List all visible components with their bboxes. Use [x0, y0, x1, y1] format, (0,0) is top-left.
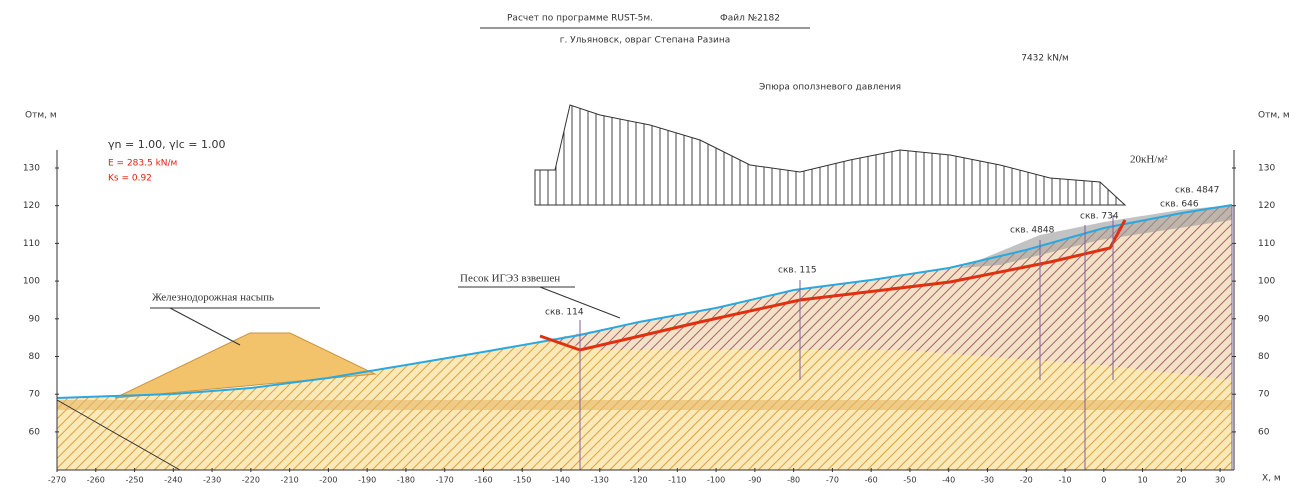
- y-tick-label: 100: [1258, 277, 1275, 287]
- force: 7432 kN/м: [1021, 54, 1069, 64]
- x-tick-label: 20: [1176, 476, 1186, 485]
- x-tick-label: -270: [48, 476, 66, 485]
- borehole-label: скв. 115: [778, 266, 817, 276]
- y-tick-label: 70: [1258, 390, 1270, 400]
- x-label: X, м: [1262, 474, 1281, 484]
- x-tick-label: -110: [668, 476, 686, 485]
- x-tick-label: -180: [397, 476, 415, 485]
- file: Файл №2182: [720, 14, 780, 24]
- x-tick-label: -200: [319, 476, 337, 485]
- diagram-title: Эпюра оползневого давления: [759, 83, 901, 93]
- borehole-label: скв. 4848: [1010, 226, 1055, 236]
- x-tick-label: 10: [1137, 476, 1147, 485]
- x-tick-label: -20: [1020, 476, 1033, 485]
- y-tick-label: 60: [29, 427, 41, 437]
- embankment-label: Железнодорожная насыпь: [152, 292, 274, 304]
- x-tick-label: -140: [552, 476, 570, 485]
- y-label: Отм, м: [25, 111, 57, 121]
- x-tick-label: -30: [981, 476, 994, 485]
- y-tick-label: 110: [1258, 239, 1275, 249]
- x-tick-label: -130: [591, 476, 609, 485]
- x-tick-label: 30: [1215, 476, 1225, 485]
- y-tick-label: 90: [29, 314, 41, 324]
- section-drawing: Расчет по программе RUST-5м. Файл №2182 …: [0, 0, 1296, 495]
- y-tick-label: 120: [23, 201, 40, 211]
- e-value: E = 283.5 kN/м: [108, 159, 177, 169]
- x-tick-label: -190: [358, 476, 376, 485]
- y-tick-label: 120: [1258, 201, 1275, 211]
- x-tick-label: -70: [826, 476, 839, 485]
- ks-value: Ks = 0.92: [108, 174, 152, 184]
- x-tick-label: -50: [903, 476, 916, 485]
- x-tick-label: -160: [474, 476, 492, 485]
- load: 20кН/м²: [1130, 154, 1168, 166]
- subtitle: г. Ульяновск, овраг Степана Разина: [560, 36, 731, 46]
- x-tick-label: -250: [125, 476, 143, 485]
- x-tick-label: -60: [865, 476, 878, 485]
- y-tick-label: 130: [1258, 164, 1275, 174]
- x-tick-label: -210: [281, 476, 299, 485]
- y-tick-label: 110: [23, 239, 40, 249]
- x-tick-label: -240: [164, 476, 182, 485]
- x-tick-label: -100: [707, 476, 725, 485]
- x-tick-label: -260: [87, 476, 105, 485]
- borehole-label: скв. 734: [1080, 212, 1119, 222]
- x-tick-label: -80: [787, 476, 800, 485]
- y-tick-label: 60: [1258, 427, 1270, 437]
- borehole-label: скв. 4847: [1175, 186, 1219, 196]
- gammas: γn = 1.00, γlc = 1.00: [108, 138, 226, 151]
- y-tick-label: 70: [29, 390, 41, 400]
- pressure-diagram: [535, 105, 1125, 205]
- y-tick-label: 80: [29, 352, 41, 362]
- y-tick-label: 100: [23, 277, 40, 287]
- soil: [57, 205, 1232, 470]
- borehole-label: скв. 114: [545, 308, 584, 318]
- y-tick-label: 90: [1258, 314, 1270, 324]
- sand-label: Песок ИГЭ3 взвешен: [460, 273, 560, 285]
- x-tick-label: -120: [629, 476, 647, 485]
- x-tick-label: 0: [1101, 476, 1106, 485]
- y-tick-label: 130: [23, 164, 40, 174]
- y-tick-label: 80: [1258, 352, 1270, 362]
- x-tick-label: -170: [436, 476, 454, 485]
- x-tick-label: -90: [748, 476, 761, 485]
- x-tick-label: -230: [203, 476, 221, 485]
- x-tick-label: -40: [942, 476, 955, 485]
- y-label: Отм, м: [1258, 111, 1290, 121]
- x-tick-label: -10: [1058, 476, 1071, 485]
- x-tick-label: -220: [242, 476, 260, 485]
- x-tick-label: -150: [513, 476, 531, 485]
- borehole-label: скв. 646: [1160, 200, 1199, 210]
- title: Расчет по программе RUST-5м.: [507, 14, 653, 24]
